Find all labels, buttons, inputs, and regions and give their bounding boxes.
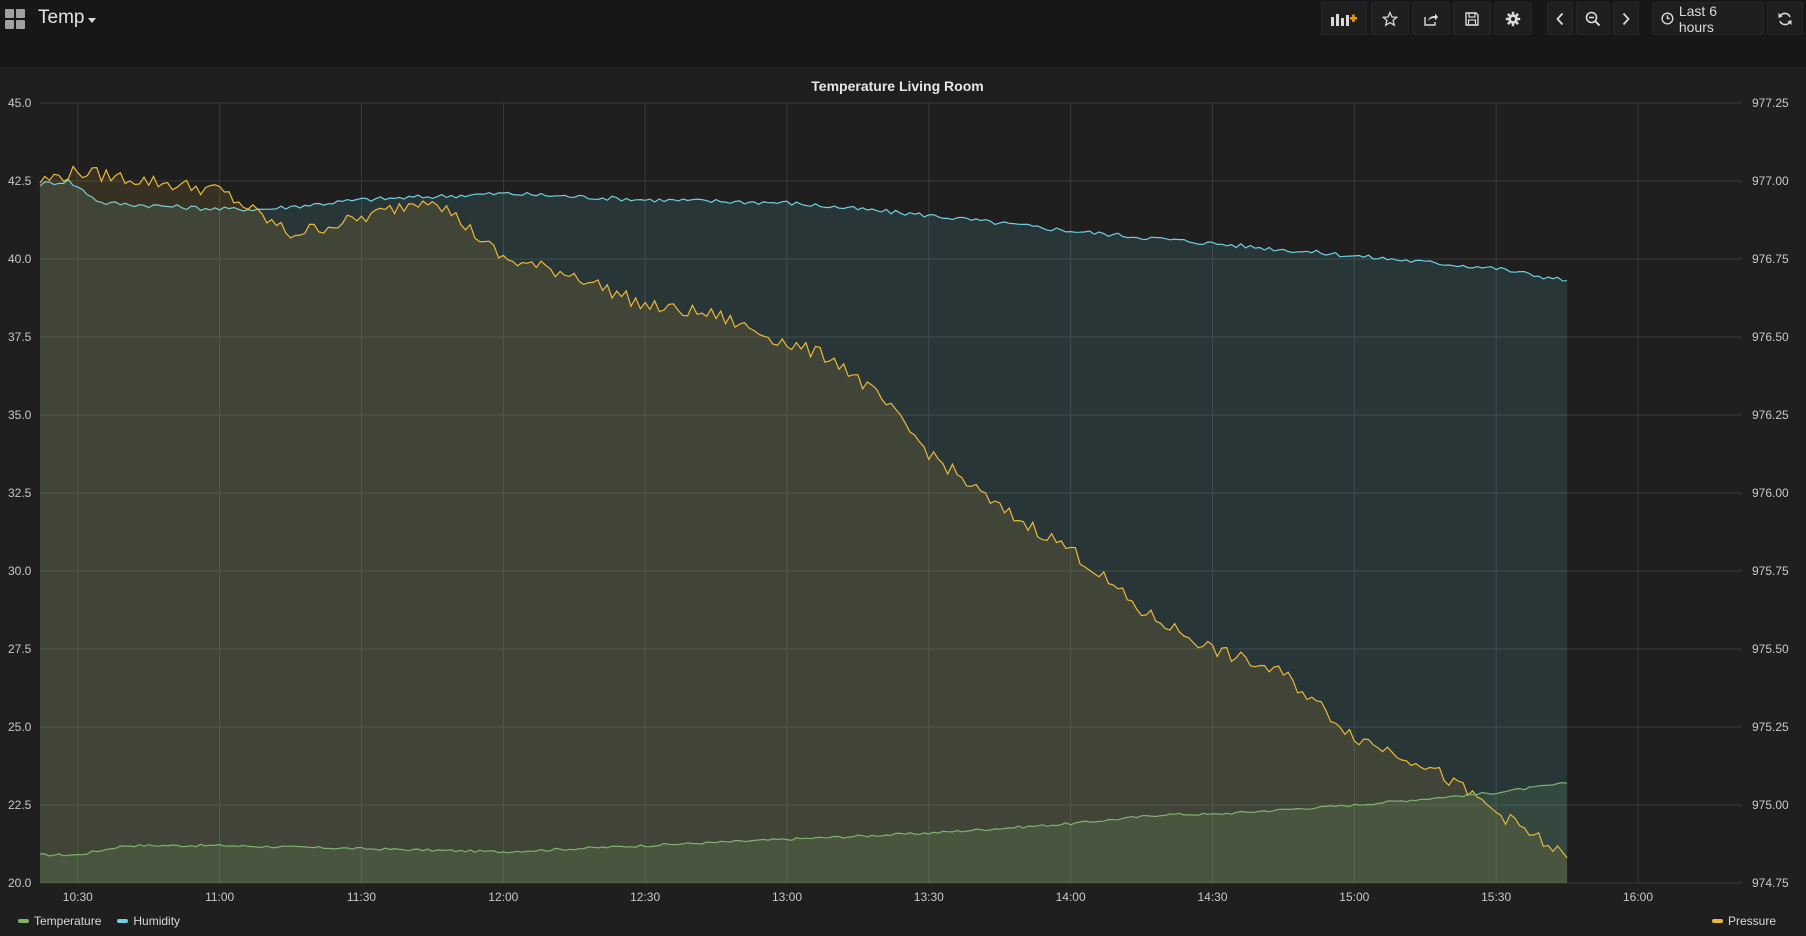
y-left-tick-label: 37.5 [8, 330, 32, 344]
clock-icon [1661, 12, 1674, 25]
series-line-pressure [39, 165, 1568, 859]
gear-icon [1505, 11, 1521, 26]
x-tick-label: 14:30 [1197, 890, 1227, 904]
refresh-icon [1778, 12, 1792, 25]
x-tick-label: 13:30 [914, 890, 944, 904]
legend-swatch-temperature [18, 919, 29, 923]
series-line-temperature [40, 781, 1568, 857]
y-left-tick-label: 42.5 [8, 174, 32, 188]
x-tick-label: 15:30 [1481, 890, 1511, 904]
y-right-tick-label: 975.25 [1752, 720, 1789, 734]
refresh-button[interactable] [1767, 2, 1803, 35]
x-tick-label: 12:00 [488, 890, 518, 904]
y-left-tick-label: 27.5 [8, 642, 32, 656]
x-tick-label: 11:30 [347, 890, 376, 904]
y-right-tick-label: 977.00 [1752, 174, 1789, 188]
time-range-picker[interactable]: Last 6 hours [1652, 2, 1764, 35]
share-button[interactable] [1412, 2, 1450, 35]
settings-button[interactable] [1494, 2, 1532, 35]
y-left-tick-label: 30.0 [8, 564, 32, 578]
y-right-tick-label: 976.75 [1752, 252, 1789, 266]
y-left-tick-label: 22.5 [8, 798, 32, 812]
save-icon [1465, 11, 1479, 26]
y-left-tick-label: 20.0 [8, 876, 32, 890]
x-tick-label: 13:00 [772, 890, 802, 904]
time-forward-button[interactable] [1613, 2, 1639, 35]
y-right-tick-label: 974.75 [1752, 876, 1789, 890]
legend-left: Temperature Humidity [18, 914, 180, 928]
x-tick-label: 10:30 [63, 890, 93, 904]
legend-swatch-humidity [117, 919, 129, 923]
x-tick-label: 16:00 [1623, 890, 1653, 904]
dashboard-grid-icon[interactable] [5, 9, 26, 30]
y-right-tick-label: 976.00 [1752, 486, 1789, 500]
y-right-tick-label: 975.00 [1752, 798, 1789, 812]
legend-label-temperature[interactable]: Temperature [34, 914, 102, 928]
panel-title[interactable]: Temperature Living Room [811, 78, 984, 94]
y-right-tick-label: 975.75 [1752, 564, 1789, 578]
chevron-left-icon [1556, 12, 1564, 25]
y-left-tick-label: 45.0 [8, 96, 32, 110]
y-left-tick-label: 32.5 [8, 486, 32, 500]
y-left-tick-label: 25.0 [8, 720, 32, 734]
series-area-pressure [40, 166, 1568, 883]
legend-right: Pressure [1711, 914, 1776, 928]
add-panel-icon [1331, 13, 1357, 26]
x-tick-label: 15:00 [1339, 890, 1369, 904]
top-navbar: Temp [0, 0, 1806, 38]
y-left-tick-label: 35.0 [8, 408, 32, 422]
star-button[interactable] [1371, 2, 1409, 35]
y-right-tick-label: 977.25 [1752, 96, 1789, 110]
dashboard-title[interactable]: Temp [38, 7, 85, 28]
y-left-tick-label: 40.0 [8, 252, 32, 266]
graph-chart[interactable]: 45.0 42.5 40.0 37.5 35.0 32.5 30.0 27.5 25.0 22.5… [0, 67, 1806, 936]
save-button[interactable] [1453, 2, 1491, 35]
share-icon [1424, 13, 1438, 26]
legend-label-humidity[interactable]: Humidity [133, 914, 181, 928]
y-right-tick-label: 976.25 [1752, 408, 1789, 422]
legend-label-pressure[interactable]: Pressure [1727, 914, 1776, 928]
chevron-down-icon[interactable] [88, 18, 96, 23]
series-line-humidity [39, 178, 1568, 282]
x-tick-label: 14:00 [1056, 890, 1086, 904]
x-tick-label: 11:00 [205, 890, 234, 904]
add-panel-button[interactable] [1321, 2, 1367, 35]
time-range-label: Last 6 hours [1678, 2, 1717, 35]
zoom-out-icon [1585, 11, 1601, 26]
star-icon [1382, 10, 1398, 27]
graph-panel: Temperature Living Room 45.0 42.5 40.0 37.5… [0, 67, 1806, 936]
y-right-tick-label: 976.50 [1752, 330, 1789, 344]
y-right-tick-label: 975.50 [1752, 642, 1789, 656]
time-back-button[interactable] [1547, 2, 1573, 35]
legend-swatch-pressure [1711, 919, 1723, 923]
x-tick-label: 12:30 [630, 890, 660, 904]
series-area-humidity [40, 179, 1568, 883]
chevron-right-icon [1622, 12, 1630, 25]
dashboard-row [0, 38, 1806, 66]
series-area-temperature [40, 782, 1568, 883]
zoom-out-button[interactable] [1576, 2, 1610, 35]
